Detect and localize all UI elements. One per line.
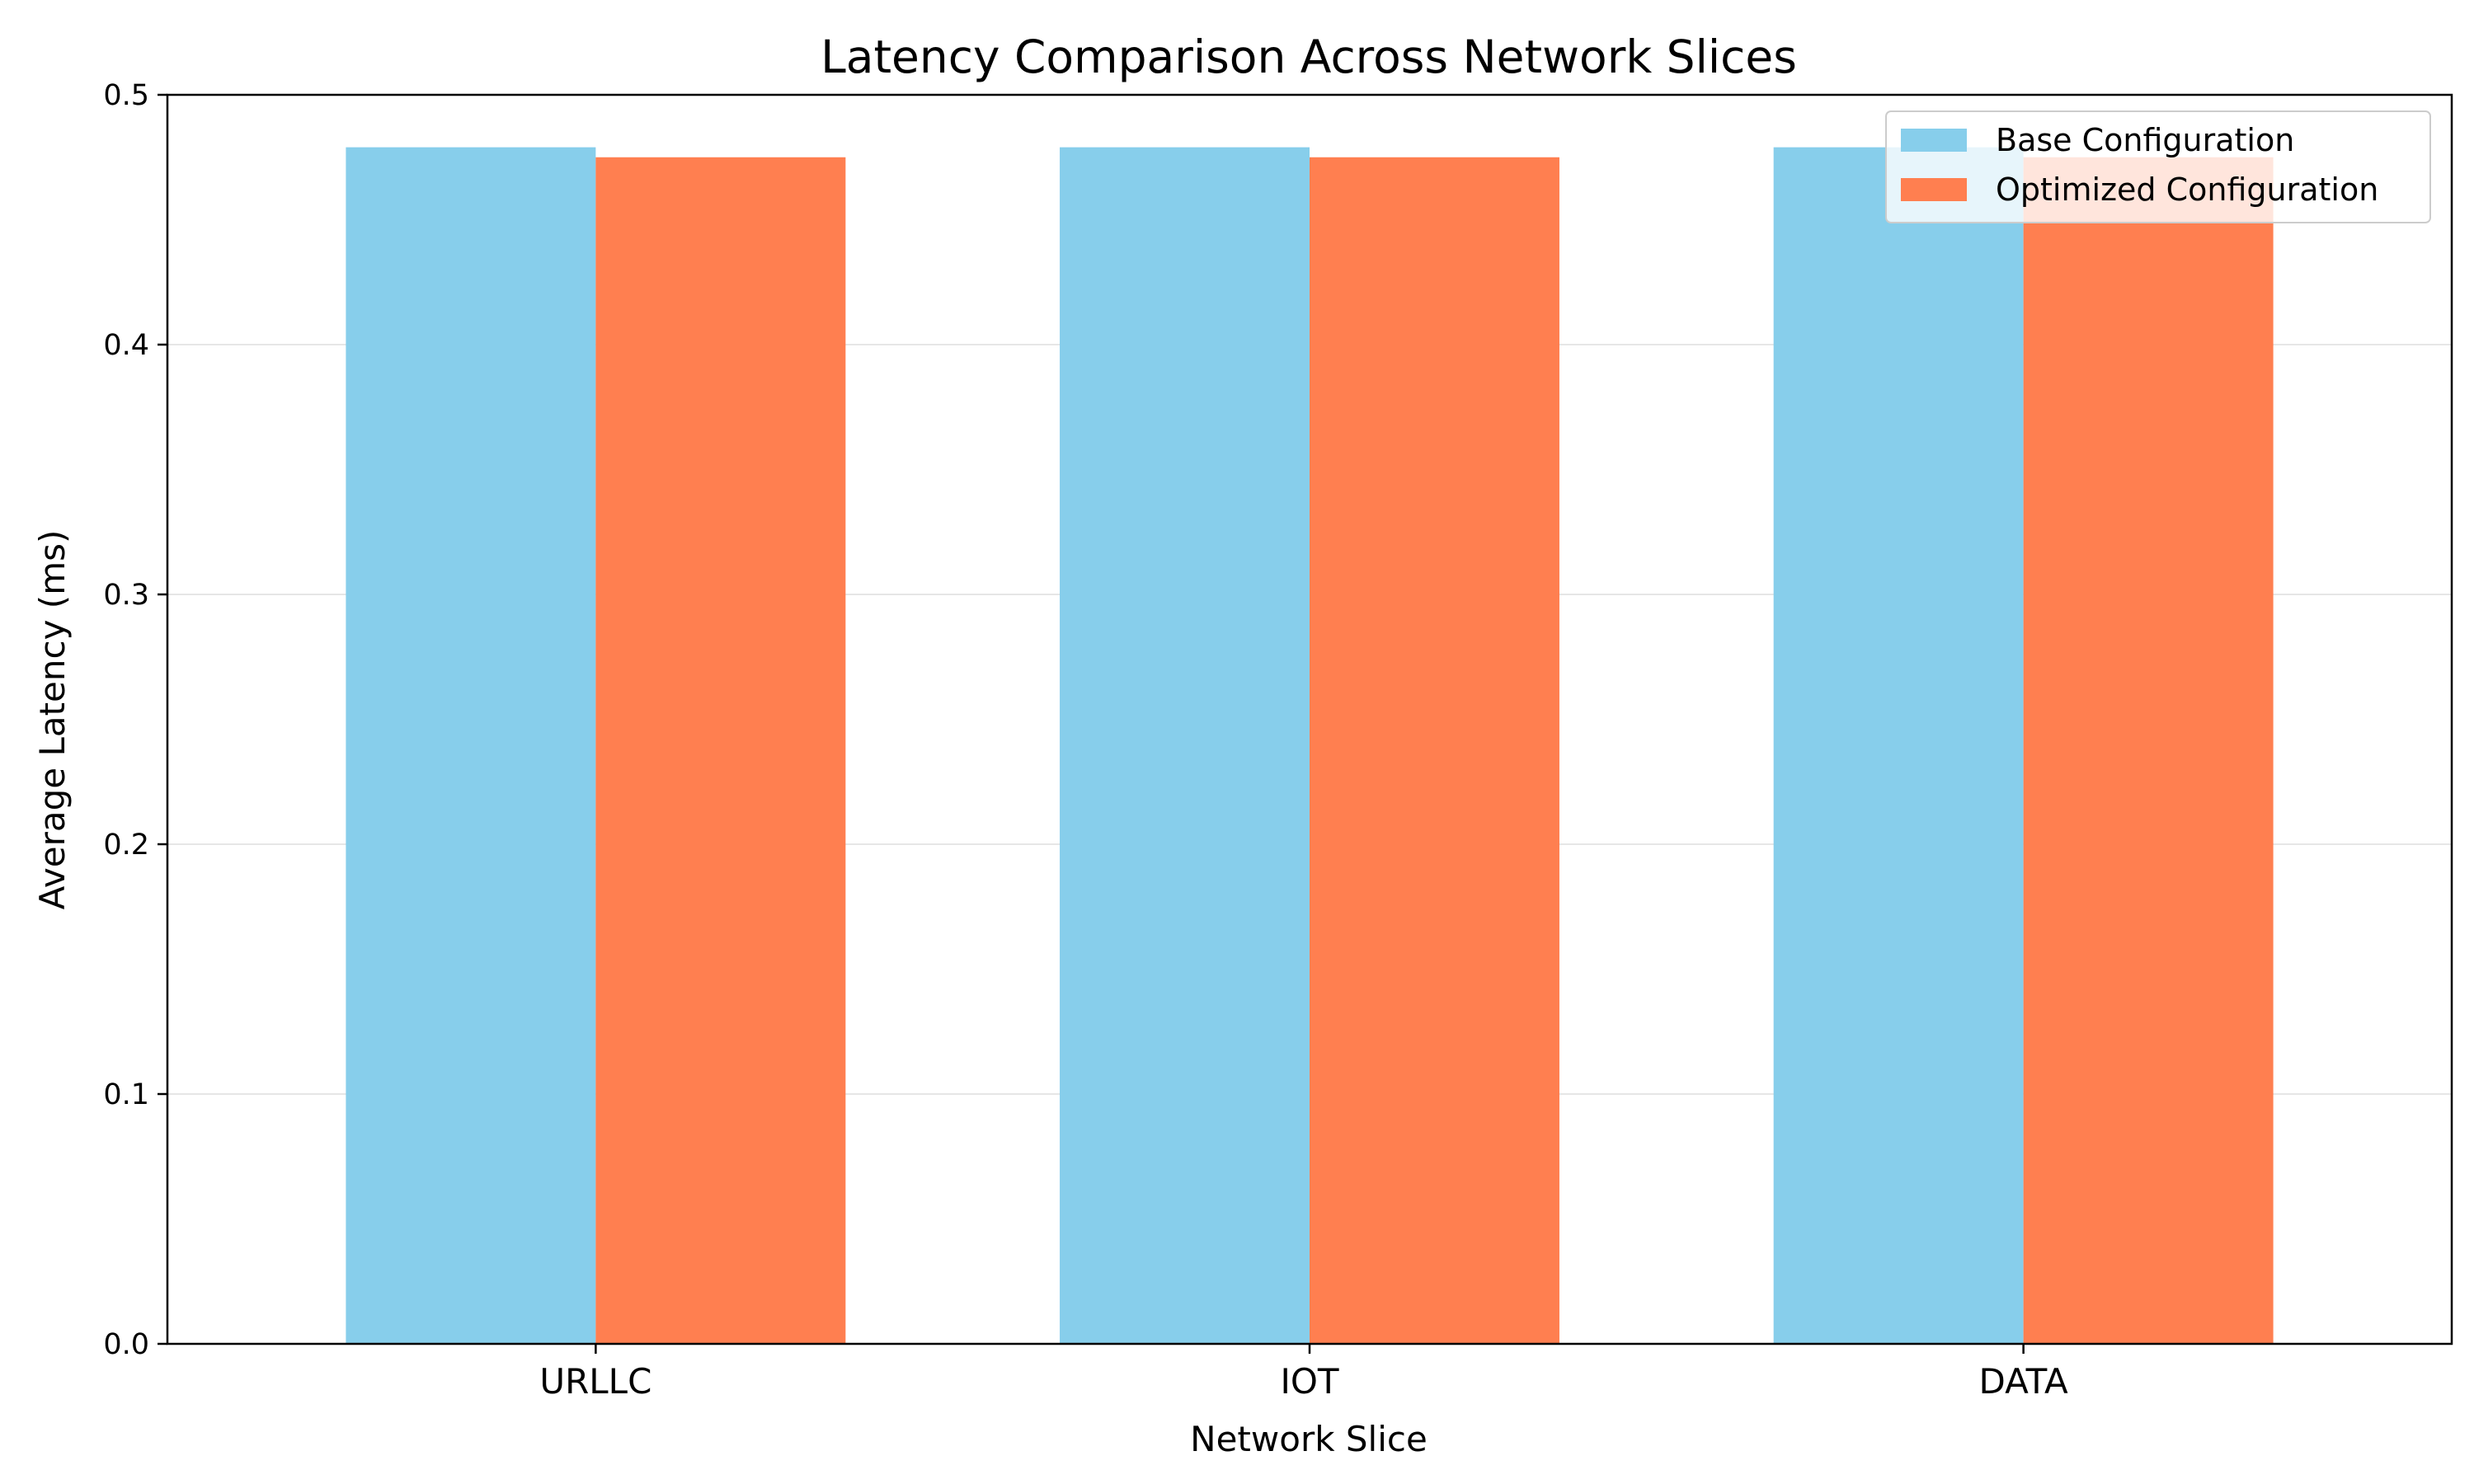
legend: Base Configuration Optimized Configurati… (1885, 110, 2431, 223)
x-tick-label: IOT (1280, 1361, 1338, 1402)
x-axis-label: Network Slice (1190, 1419, 1427, 1459)
y-tick-label: 0.0 (103, 1328, 149, 1361)
bar-optimized-data (2023, 157, 2274, 1344)
y-axis-label: Average Latency (ms) (32, 530, 73, 910)
bar-optimized-iot (1310, 157, 1559, 1344)
legend-label-base: Base Configuration (1996, 122, 2294, 158)
y-tick-label: 0.4 (103, 329, 149, 362)
y-axis-ticks: 0.0 0.1 0.2 0.3 0.4 0.5 (103, 79, 167, 1361)
y-tick-label: 0.1 (103, 1078, 149, 1111)
y-tick-label: 0.2 (103, 829, 149, 862)
x-axis-ticks: URLLC IOT DATA (539, 1344, 2068, 1402)
y-tick-label: 0.3 (103, 579, 149, 612)
x-tick-label: URLLC (539, 1361, 651, 1402)
bar-base-data (1773, 147, 2024, 1344)
chart-title: Latency Comparison Across Network Slices (821, 31, 1797, 83)
bar-base-iot (1060, 147, 1310, 1344)
legend-box (1885, 110, 2431, 223)
bar-optimized-urllc (595, 157, 846, 1344)
legend-label-optimized: Optimized Configuration (1996, 171, 2378, 208)
bar-base-urllc (346, 147, 596, 1344)
legend-swatch-base (1901, 129, 1967, 152)
y-tick-label: 0.5 (103, 79, 149, 112)
x-tick-label: DATA (1979, 1361, 2068, 1402)
legend-swatch-optimized (1901, 178, 1967, 201)
bars (346, 147, 2274, 1344)
